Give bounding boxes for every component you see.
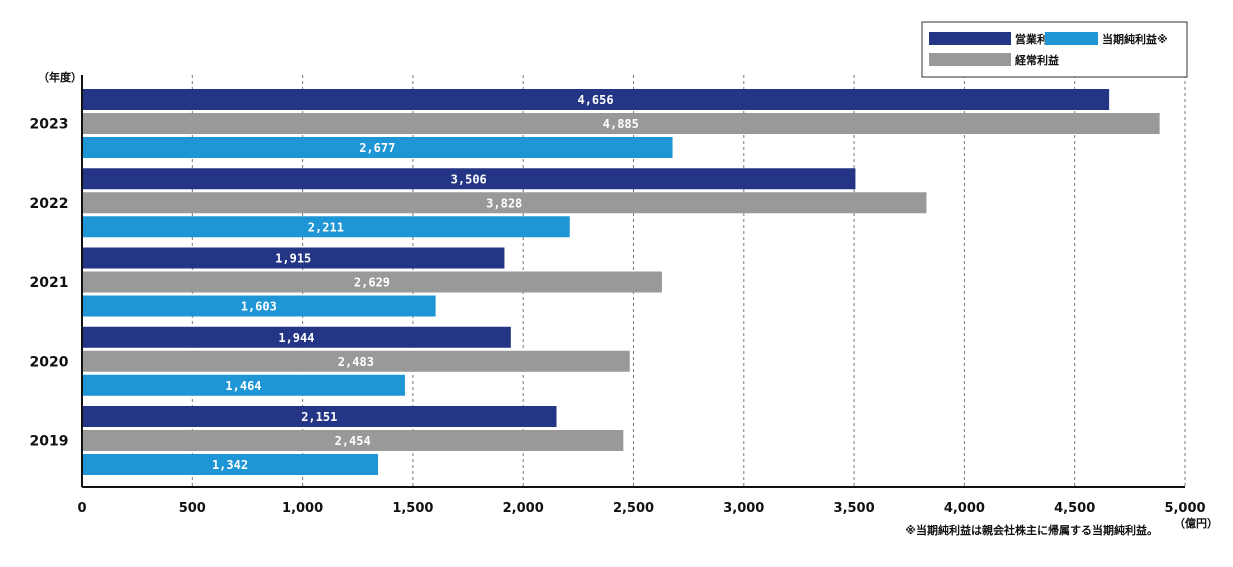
bar-value-label: 4,885 [603,117,639,131]
bar [82,295,436,317]
bar-value-label: 1,944 [278,331,314,345]
x-tick-label: 2,000 [503,501,544,516]
bar-value-label: 1,603 [241,300,277,314]
bar-value-label: 3,506 [451,172,487,186]
x-tick-label: 4,000 [944,501,985,516]
bar [82,406,557,427]
bar [82,168,856,190]
legend-swatch-ordinary [929,53,1011,66]
bar [82,430,624,451]
legend: 営業利益 当期純利益※ 経常利益 [921,21,1188,78]
bar-value-label: 1,342 [212,458,248,472]
x-tick-label: 500 [179,501,206,516]
category-label: 2021 [30,275,69,291]
labels-group: 4,656 4,885 2,677 2023 3,506 3,828 2,211 2022 1,… [30,93,1206,516]
bar [82,89,1110,110]
bars-group [82,89,1160,475]
category-label: 2023 [30,117,69,133]
bar-value-label: 3,828 [486,196,522,210]
bar [82,216,570,238]
x-tick-label: 3,500 [834,501,875,516]
x-axis-unit: （億円） [1174,516,1218,530]
bar-value-label: 4,656 [577,93,613,107]
bar-value-label: 2,483 [338,355,374,369]
bar [82,350,630,372]
bar [82,454,379,475]
bar-value-label: 1,464 [225,379,261,393]
bar [82,374,405,396]
bar [82,247,505,269]
x-tick-label: 4,500 [1054,501,1095,516]
bar-value-label: 2,629 [354,276,390,290]
x-tick-label: 1,000 [282,501,323,516]
bar [82,113,1160,134]
x-tick-label: 3,000 [723,501,764,516]
x-tick-label: 5,000 [1164,501,1205,516]
legend-label-net: 当期純利益※ [1102,32,1168,46]
category-label: 2019 [30,434,69,450]
bar [82,271,662,293]
bar [82,192,927,214]
y-axis-unit: （年度） [38,70,82,84]
footnote: ※当期純利益は親会社株主に帰属する当期純利益。 [905,523,1158,537]
x-tick-label: 2,500 [613,501,654,516]
legend-box [921,21,1188,78]
x-tick-label: 0 [77,501,86,516]
bar-value-label: 2,151 [301,410,337,424]
legend-label-ordinary: 経常利益 [1015,53,1059,67]
bar-value-label: 2,677 [359,141,395,155]
legend-swatch-net [1045,32,1098,45]
bar-value-label: 1,915 [275,252,311,266]
bar [82,137,673,158]
bar-value-label: 2,454 [335,434,371,448]
bar-value-label: 2,211 [308,220,344,234]
category-label: 2022 [30,196,69,212]
axes [81,75,1185,488]
legend-swatch-operating [929,32,1011,45]
category-label: 2020 [30,354,69,370]
bar [82,326,511,348]
x-tick-label: 1,500 [392,501,433,516]
